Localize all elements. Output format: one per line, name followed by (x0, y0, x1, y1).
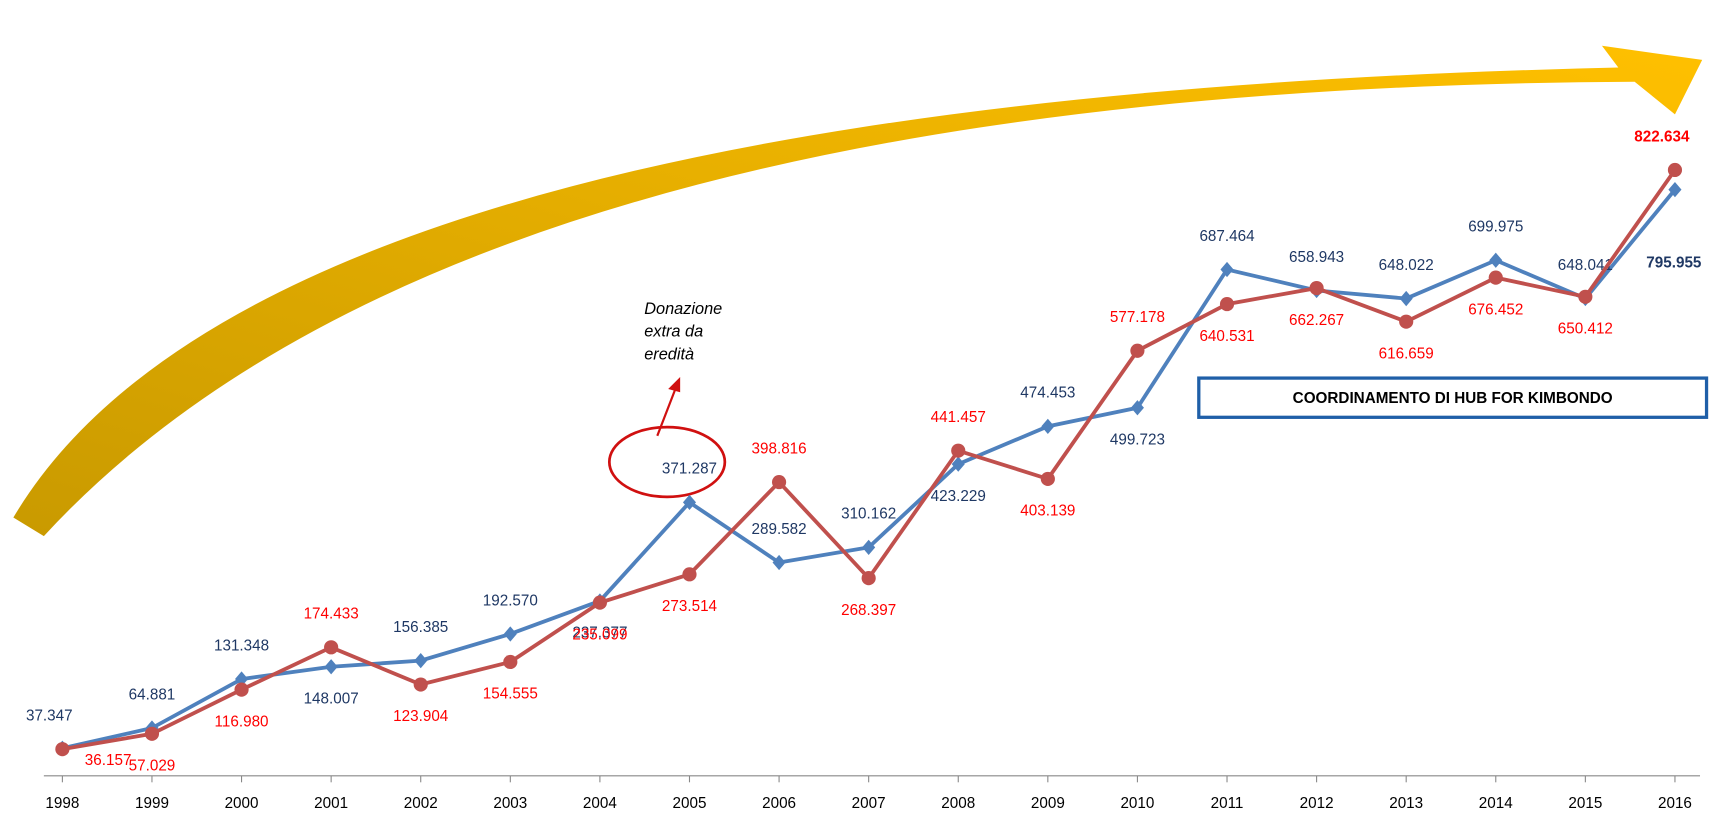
data-label: 499.723 (1110, 431, 1165, 448)
point (951, 443, 966, 458)
x-tick-label: 2007 (852, 795, 886, 812)
point (771, 474, 787, 490)
data-label: 64.881 (129, 686, 176, 703)
data-label: 795.955 (1646, 255, 1702, 272)
data-label: 398.816 (752, 440, 807, 457)
data-label: 116.980 (215, 713, 269, 730)
data-label: 57.029 (129, 757, 176, 774)
point (1309, 280, 1324, 296)
point (144, 726, 160, 741)
point (1488, 270, 1503, 285)
x-tick-label: 2002 (404, 795, 438, 812)
data-label: 676.452 (1468, 301, 1523, 318)
point (1667, 162, 1683, 178)
data-label: 640.531 (1199, 328, 1254, 345)
annotation: extra da (644, 323, 703, 341)
point (234, 682, 249, 697)
data-label: 237.377 (572, 625, 627, 642)
point (1399, 290, 1413, 307)
point (55, 742, 70, 757)
point (861, 571, 876, 586)
point (592, 595, 607, 610)
data-label: 36.157 (85, 752, 132, 769)
data-label: 648.041 (1558, 257, 1613, 274)
point (1130, 343, 1145, 358)
point (682, 494, 697, 510)
data-label: 403.139 (1020, 503, 1075, 520)
x-tick-label: 2004 (583, 795, 617, 812)
x-tick-label: 2001 (314, 795, 348, 812)
data-label: 699.975 (1468, 219, 1523, 236)
note-arrow-head (668, 376, 681, 393)
x-tick-label: 1999 (135, 795, 169, 812)
point (1219, 296, 1235, 312)
data-label: 273.514 (662, 598, 718, 615)
box-label: COORDINAMENTO DI HUB FOR KIMBONDO (1293, 390, 1613, 407)
data-label: 577.178 (1110, 309, 1165, 326)
x-tick-label: 2015 (1568, 795, 1602, 812)
data-label: 123.904 (393, 708, 449, 725)
data-label: 131.348 (214, 637, 269, 654)
data-label: 174.433 (304, 606, 359, 623)
point (414, 652, 428, 669)
data-label: 192.570 (483, 592, 538, 609)
x-tick-label: 2005 (673, 795, 707, 812)
data-label: 687.464 (1199, 228, 1255, 245)
trend-arrow (13, 45, 1703, 537)
data-label: 441.457 (931, 409, 986, 426)
point (413, 677, 428, 692)
note-arrow (656, 387, 677, 437)
annotation: eredità (644, 346, 694, 364)
data-label: 310.162 (841, 506, 896, 523)
data-label: 37.347 (26, 708, 73, 725)
point (1578, 289, 1593, 304)
point (503, 626, 517, 642)
data-label: 235.099 (572, 626, 627, 643)
x-tick-label: 1998 (45, 795, 79, 812)
x-tick-label: 2012 (1300, 795, 1334, 812)
x-tick-label: 2010 (1120, 795, 1154, 812)
highlight-circle (607, 425, 727, 499)
data-label: 616.659 (1379, 345, 1434, 362)
point (951, 456, 965, 472)
point (503, 654, 518, 670)
data-label: 268.397 (841, 602, 896, 619)
point (1041, 418, 1055, 435)
point (1220, 261, 1234, 278)
data-label: 148.007 (304, 690, 359, 707)
x-tick-label: 2000 (225, 795, 259, 812)
data-label: 650.412 (1558, 321, 1613, 338)
x-tick-label: 2014 (1479, 795, 1513, 812)
data-label: 822.634 (1634, 128, 1690, 145)
point (1399, 314, 1414, 329)
point (324, 659, 338, 675)
data-label: 371.287 (662, 461, 717, 478)
x-tick-label: 2006 (762, 795, 796, 812)
x-tick-label: 2008 (941, 795, 975, 812)
data-label: 289.582 (752, 521, 807, 538)
x-tick-label: 2003 (493, 795, 527, 812)
data-label: 423.229 (931, 488, 986, 505)
x-tick-label: 2009 (1031, 795, 1065, 812)
data-label: 658.943 (1289, 249, 1344, 266)
point (682, 567, 697, 582)
point (1040, 471, 1055, 486)
data-label: 156.385 (393, 619, 448, 636)
point (324, 640, 339, 655)
x-tick-label: 2011 (1211, 795, 1244, 812)
data-label: 662.267 (1289, 312, 1344, 329)
x-tick-label: 2016 (1658, 795, 1692, 812)
data-label: 474.453 (1020, 385, 1075, 402)
point (1668, 181, 1682, 198)
data-label: 154.555 (483, 686, 538, 703)
annotation: Donazione (644, 300, 722, 318)
data-label: 648.022 (1379, 257, 1434, 274)
x-tick-label: 2013 (1389, 795, 1423, 812)
point (1489, 252, 1503, 268)
info-box (1197, 376, 1709, 419)
